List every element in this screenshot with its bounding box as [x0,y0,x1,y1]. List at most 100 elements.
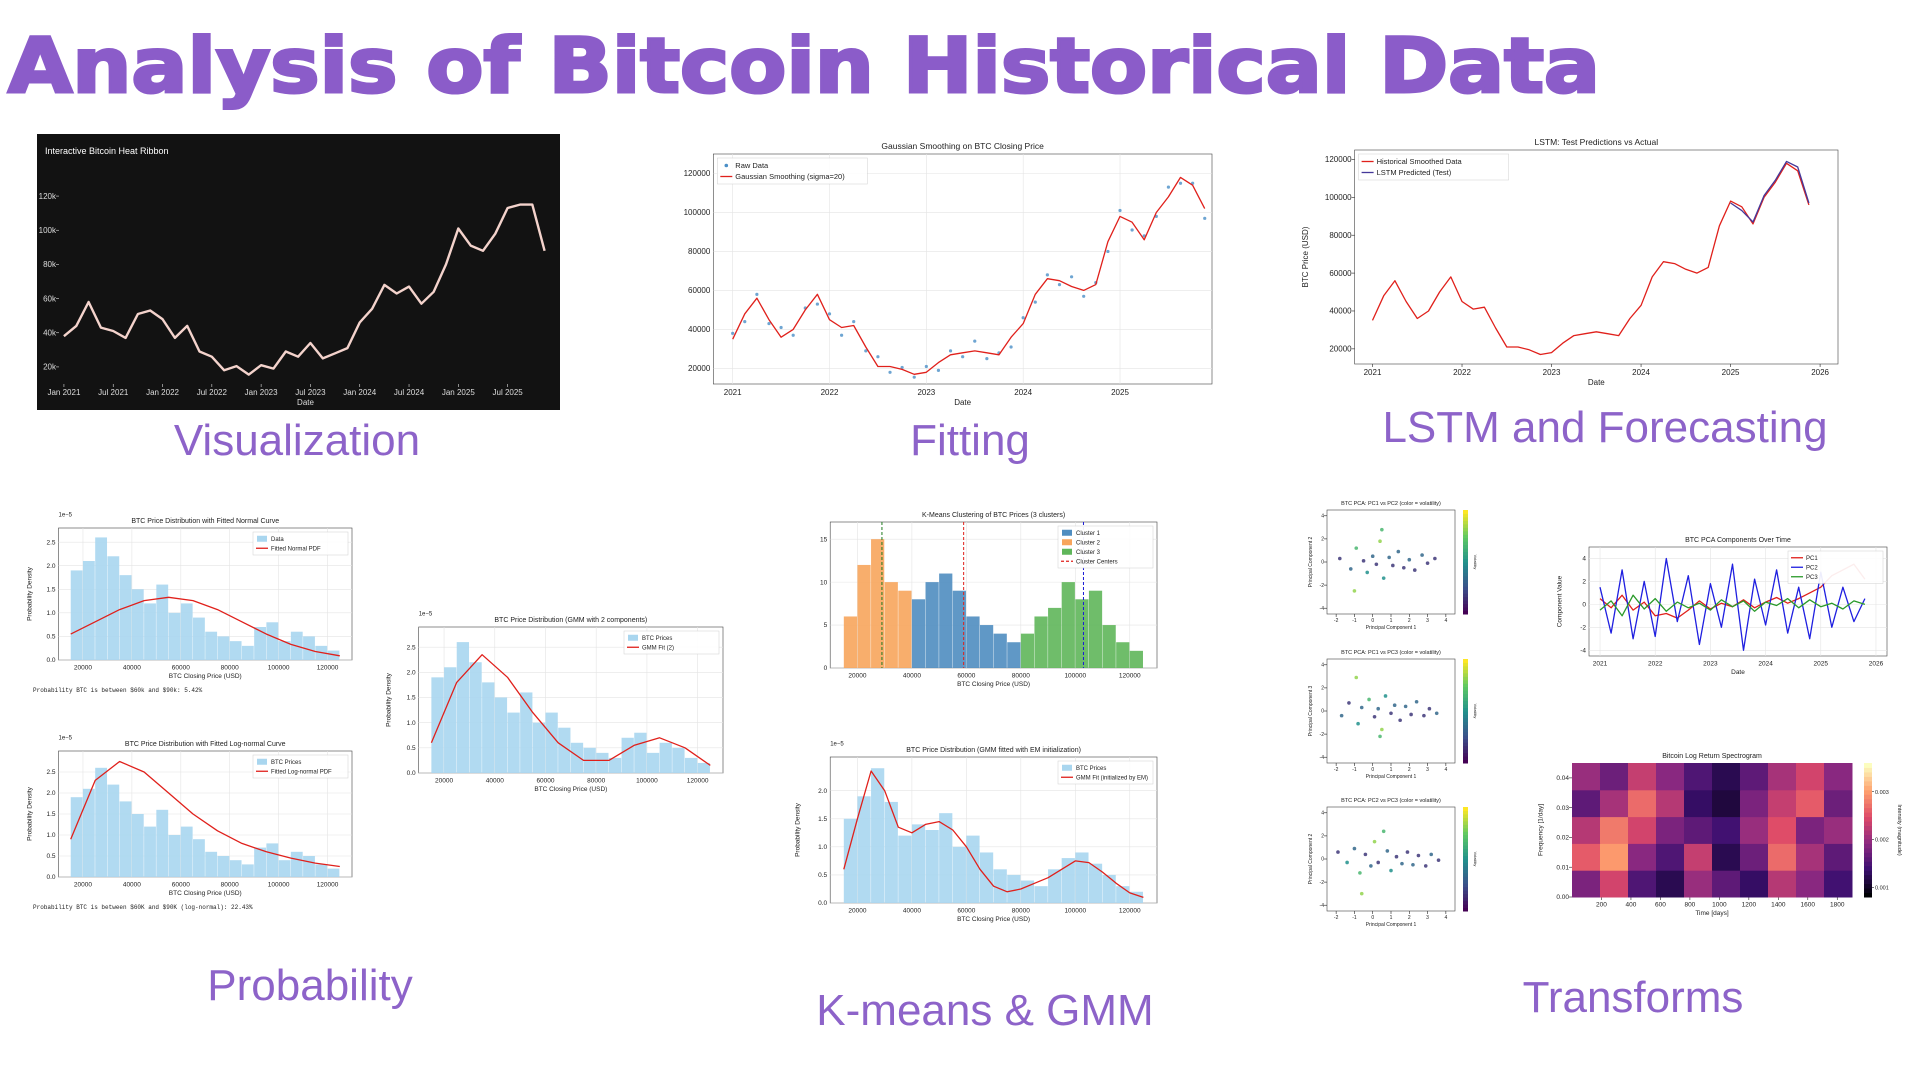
colorbar-tick-label: 0.002 [1875,838,1889,844]
heatmap-cell [1796,870,1825,898]
histogram-bar [217,856,230,877]
x-tick-label: 3 [1426,618,1429,624]
colorbar-step [1463,807,1468,811]
x-tick-label: 20000 [74,665,92,672]
histogram-bar [993,869,1007,903]
colorbar-step [1864,771,1872,777]
histogram-bar [266,622,279,660]
legend-label: PC3 [1806,575,1818,581]
chart-panel: BTC PCA Components Over Time 2021 2022 2023… [1557,537,1888,676]
colorbar-step [1463,852,1468,857]
colorbar-step [1463,845,1468,850]
data-point [779,325,783,330]
y-tick-label: 120000 [684,169,711,178]
colorbar-label: Volatility [1473,704,1478,719]
colorbar-step [1864,776,1872,782]
histogram-bar [119,801,132,877]
y-tick-label: 20000 [1329,345,1352,354]
y-tick-label: 0.03 [1556,805,1569,812]
legend-box [1057,760,1154,785]
scatter-point [1356,721,1360,726]
legend-label: Raw Data [735,161,769,170]
y-tick-label: 2.0 [46,563,55,570]
histogram-bar [966,616,980,668]
chart-title: BTC Price Distribution (GMM fitted with … [906,747,1081,754]
x-tick-label: -2 [1334,618,1339,624]
colorbar-step [1463,610,1468,615]
data-point [924,364,928,369]
y-tick-label: 0.5 [407,745,416,752]
colorbar-step [1463,600,1468,605]
chart-title: Gaussian Smoothing on BTC Closing Price [881,141,1044,151]
histogram-bar [884,582,898,668]
colorbar-step [1463,742,1468,747]
y-tick-label: 1.0 [46,610,55,617]
x-tick-label: 120000 [317,882,339,889]
x-tick-label: 2 [1408,915,1411,921]
heatmap-cell [1600,789,1629,818]
colorbar-step [1463,855,1468,860]
y-tick-label: 0 [1321,560,1324,566]
colorbar-step [1463,813,1468,818]
colorbar-step [1463,759,1468,764]
colorbar-step [1864,856,1872,862]
section-label: Fitting [910,416,1030,465]
colorbar-step [1463,900,1468,905]
y-tick-label: 80k [43,260,57,269]
chart-title: BTC PCA Components Over Time [1685,537,1791,544]
histogram-bar [532,722,546,773]
series-line [1599,594,1866,617]
section-label: Visualization [174,416,420,465]
scatter-point [1416,853,1421,858]
heatmap-cell [1600,870,1629,898]
x-tick-label: 0 [1371,618,1374,624]
histogram-bar [871,768,885,903]
y-tick-label: 1.5 [818,816,827,823]
colorbar-step [1864,803,1872,809]
histogram-bar [1075,852,1089,903]
data-point [1009,345,1013,349]
x-tick-label: 2023 [917,388,935,397]
scatter-point [1420,553,1424,557]
y-tick-label: 0.5 [46,853,55,860]
legend-label: Historical Smoothed Data [1377,157,1463,166]
scatter-point [1367,697,1371,702]
y-tick-label: -4 [1320,606,1325,612]
scatter-point [1378,539,1382,543]
colorbar-step [1463,676,1468,681]
heatmap-cell [1712,789,1741,818]
chart-panel: Interactive Bitcoin Heat Ribbon Jan 2021 J… [37,134,560,410]
x-tick-label: -1 [1352,618,1357,624]
data-point [743,320,747,324]
data-point [731,331,735,335]
y-tick-label: 1.5 [46,586,55,593]
legend-label: LSTM Predicted (Test) [1377,168,1452,177]
x-tick-label: 40000 [123,882,141,889]
heatmap-cell [1768,763,1797,791]
x-tick-label: 60000 [957,673,975,680]
chart-panel: K-Means Clustering of BTC Prices (3 clus… [820,512,1158,688]
heatmap-cell [1628,870,1657,898]
x-axis-label: BTC Closing Price (USD) [169,673,242,680]
chart-panel: BTC Price Distribution (GMM fitted with … [795,742,1158,923]
legend-label: Cluster 3 [1076,550,1101,556]
x-tick-label: -1 [1352,767,1357,773]
y-tick-label: 0.0 [407,770,416,777]
histogram-bar [1129,650,1143,668]
scatter-point [1427,706,1432,711]
colorbar-step [1463,579,1468,584]
x-tick-label: 2024 [1758,661,1773,668]
heatmap-cell [1740,816,1769,844]
histogram-bar [871,539,885,668]
y-tick-label: -4 [1320,755,1325,761]
section-label: Probability [207,961,412,1010]
x-tick-label: 400 [1626,902,1637,909]
colorbar-step [1463,876,1468,881]
histogram-bar [952,590,966,668]
y-tick-label: -2 [1580,624,1586,631]
x-tick-label: Jan 2021 [47,388,80,397]
x-tick-label: 100000 [636,778,658,785]
colorbar-step [1463,607,1468,612]
x-axis-label: Time [days] [1695,910,1729,917]
colorbar-step [1463,897,1468,902]
